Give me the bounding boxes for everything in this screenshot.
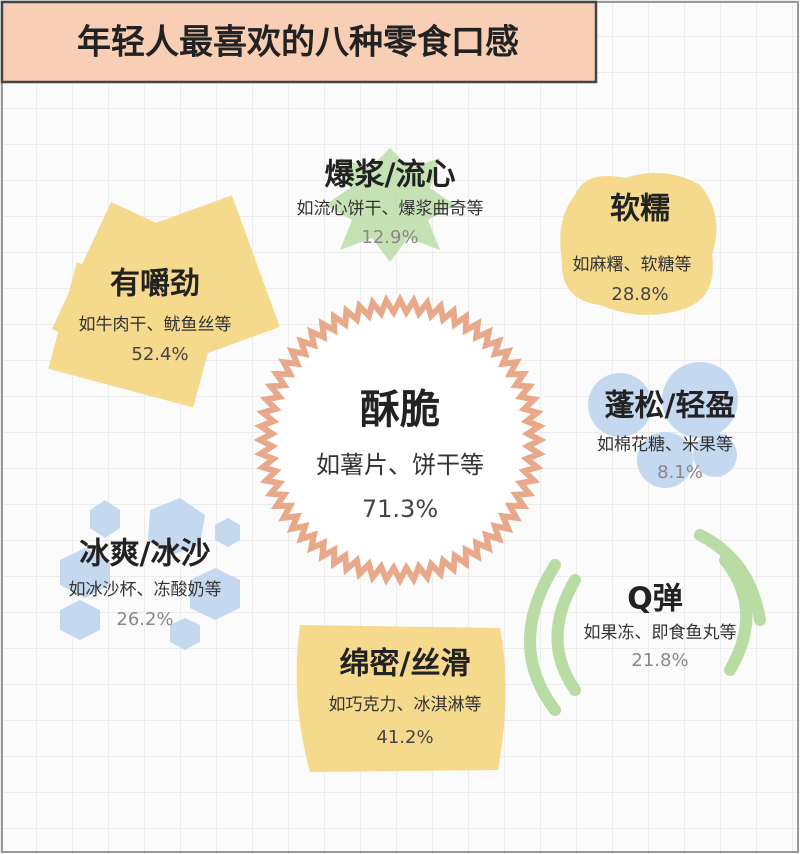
cloud-shape bbox=[588, 362, 738, 488]
zigzag-circle bbox=[253, 293, 547, 587]
item-share: 71.3% bbox=[362, 495, 438, 523]
item-name: Q弹 bbox=[627, 582, 683, 617]
item-share: 12.9% bbox=[361, 227, 418, 248]
star-shape bbox=[325, 148, 455, 262]
item-example: 如流心饼干、爆浆曲奇等 bbox=[297, 199, 484, 219]
item-share: 8.1% bbox=[657, 462, 703, 483]
item-name: 蓬松/轻盈 bbox=[605, 389, 736, 424]
item-name: 软糯 bbox=[610, 192, 670, 227]
item-share: 41.2% bbox=[376, 727, 433, 748]
wave-arcs bbox=[524, 529, 766, 716]
item-share: 28.8% bbox=[611, 284, 668, 305]
item-share: 26.2% bbox=[116, 609, 173, 630]
item-name: 酥脆 bbox=[360, 387, 440, 433]
item-example: 如果冻、即食鱼丸等 bbox=[584, 623, 737, 643]
title-banner bbox=[0, 0, 598, 84]
item-example: 如牛肉干、鱿鱼丝等 bbox=[79, 315, 232, 335]
title: 年轻人最喜欢的八种零食口感 bbox=[77, 23, 519, 63]
item-example: 如薯片、饼干等 bbox=[316, 451, 484, 479]
item-example: 如冰沙杯、冻酸奶等 bbox=[69, 580, 222, 600]
item-share: 52.4% bbox=[131, 344, 188, 365]
item-name: 绵密/丝滑 bbox=[340, 647, 471, 682]
item-example: 如棉花糖、米果等 bbox=[597, 435, 733, 455]
item-name: 冰爽/冰沙 bbox=[80, 537, 211, 572]
blob-shape bbox=[560, 172, 717, 315]
item-name: 爆浆/流心 bbox=[325, 158, 456, 193]
box-shape bbox=[296, 625, 506, 772]
cross-shape bbox=[48, 195, 280, 408]
item-name: 有嚼劲 bbox=[110, 267, 200, 302]
item-example: 如麻糬、软糖等 bbox=[573, 255, 692, 275]
hexagon-shapes bbox=[60, 498, 240, 650]
item-example: 如巧克力、冰淇淋等 bbox=[329, 695, 482, 715]
item-share: 21.8% bbox=[631, 650, 688, 671]
